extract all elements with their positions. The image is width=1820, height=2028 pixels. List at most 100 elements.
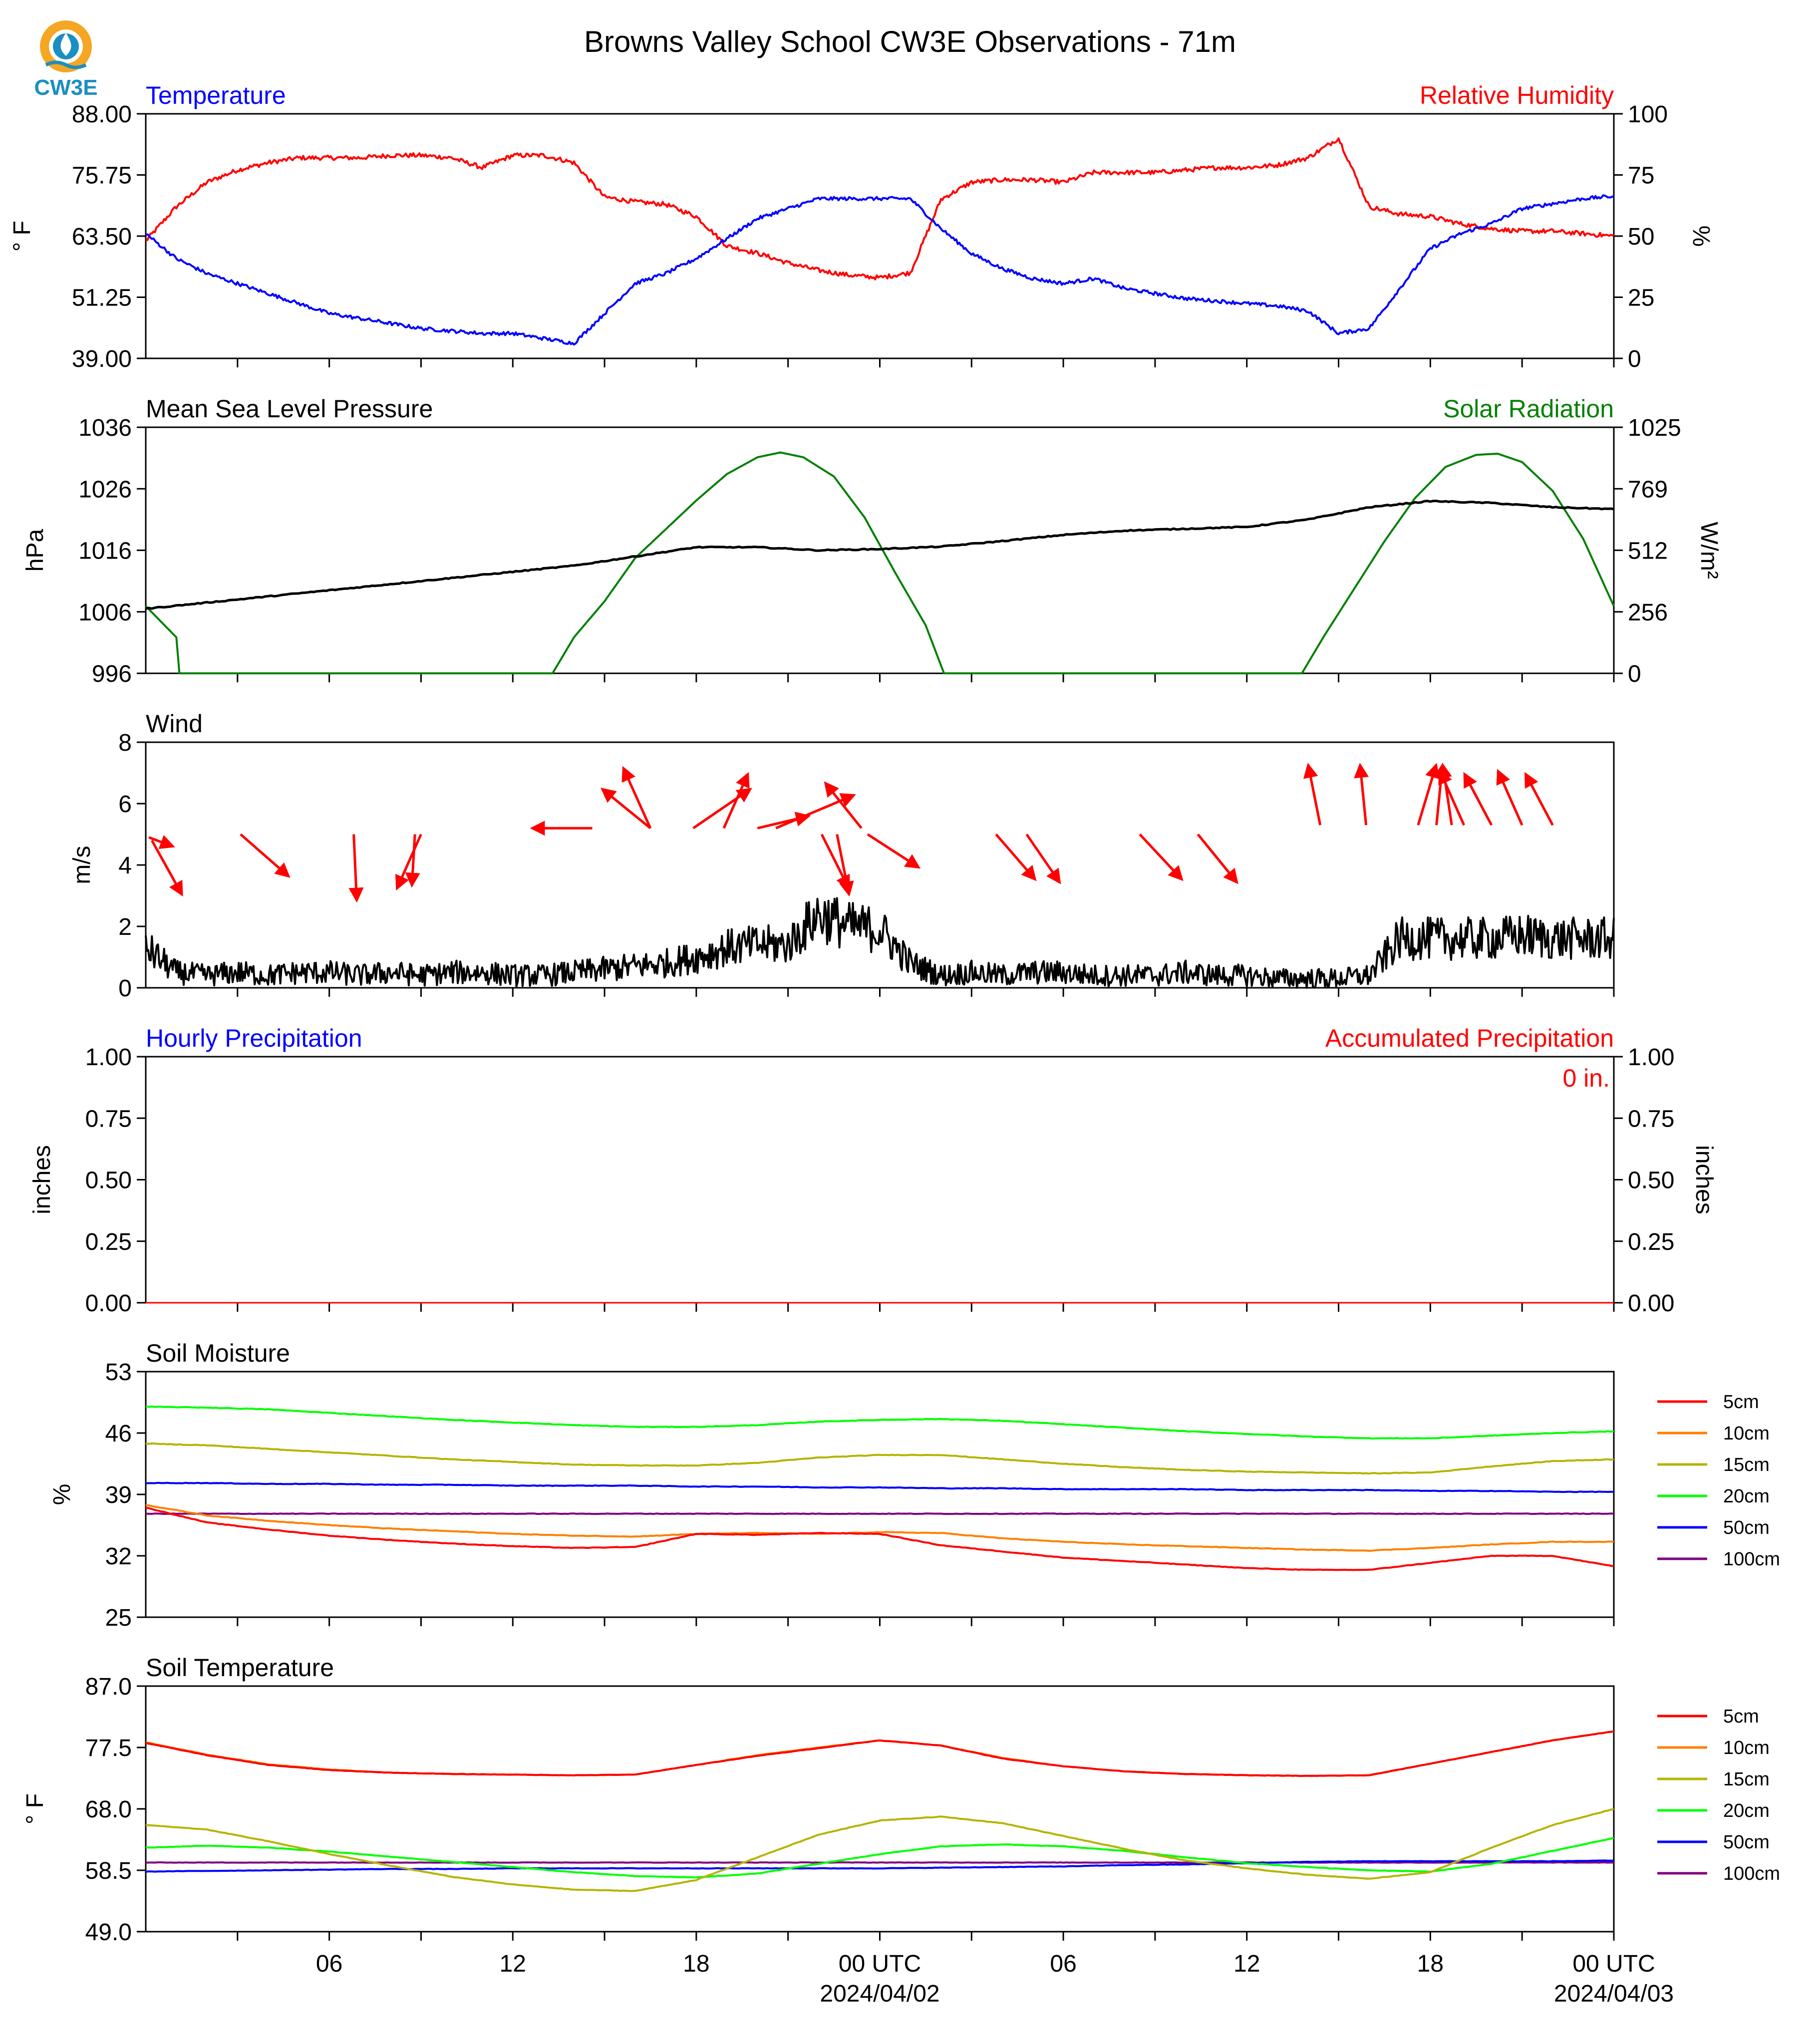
x-date-label: 2024/04/03 xyxy=(1554,1981,1674,2007)
wind-panel: Wind 0 2 4 6 8 m/s xyxy=(69,710,1615,1002)
panel-title: Mean Sea Level Pressure xyxy=(146,395,433,423)
soil-series-line xyxy=(145,1405,1614,1440)
logo-text: CW3E xyxy=(34,75,97,100)
y-tick-label: 77.5 xyxy=(85,1735,132,1761)
y-axis-label: ° F xyxy=(22,1793,48,1824)
y-tick-label: 87.0 xyxy=(85,1674,132,1700)
wind-vector-arrow xyxy=(240,833,291,878)
y-tick-label-right: 75 xyxy=(1628,163,1654,189)
wind-vector-arrow xyxy=(867,833,921,869)
soil-series-line xyxy=(145,1808,1614,1892)
y-tick-label: 39 xyxy=(105,1482,132,1508)
y-tick-label: 1006 xyxy=(78,599,132,626)
legend-label: 10cm xyxy=(1723,1423,1770,1444)
y-axis-label: inches xyxy=(29,1145,55,1214)
y-axis-label: hPa xyxy=(22,529,48,572)
y-tick-label-right: 0 xyxy=(1628,346,1641,372)
wind-vector-arrow xyxy=(405,834,420,888)
y-tick-label: 63.50 xyxy=(72,224,132,250)
y-tick-label: 996 xyxy=(92,661,132,687)
panel-title: Soil Temperature xyxy=(146,1654,334,1682)
y-tick-label: 0.50 xyxy=(85,1167,132,1194)
legend-label: 15cm xyxy=(1723,1769,1770,1790)
x-tick-label: 00 UTC xyxy=(839,1951,921,1977)
soil-moisture-panel: Soil Moisture 25 32 39 46 53% 5cm 10cm 15cm 20cm 5… xyxy=(49,1339,1780,1631)
y-tick-label-right: 0.75 xyxy=(1628,1106,1674,1132)
time-axis: 06 12 18 00 UTC 2024/04/02 06 12 18 00 UTC 2024/0… xyxy=(316,1951,1674,2007)
y-tick-label: 46 xyxy=(105,1421,132,1447)
y-tick-label: 49.0 xyxy=(85,1919,132,1946)
x-tick-label: 18 xyxy=(1417,1951,1444,1977)
wind-vector-arrow xyxy=(824,781,863,829)
legend-label: 100cm xyxy=(1723,1549,1780,1570)
temperature-line xyxy=(145,194,1614,346)
y-tick-label: 88.00 xyxy=(72,101,132,128)
wind-vector-arrow xyxy=(1496,769,1523,826)
y-axis-label: % xyxy=(49,1484,75,1505)
wind-vector-arrow xyxy=(820,834,850,890)
y-tick-label: 25 xyxy=(105,1605,132,1631)
x-tick-label: 06 xyxy=(316,1951,342,1977)
y-tick-label: 0.00 xyxy=(85,1290,132,1317)
wind-vector-arrow xyxy=(601,788,651,830)
legend-label: 5cm xyxy=(1723,1706,1759,1727)
soil-series-line xyxy=(145,1837,1614,1879)
y-axis-label-right: % xyxy=(1688,226,1714,247)
wind-vector-arrow xyxy=(621,766,652,829)
y-tick-label-right: 0 xyxy=(1628,661,1641,687)
soil-series-line xyxy=(145,1859,1614,1873)
y-tick-label-right: 512 xyxy=(1628,538,1668,565)
y-tick-label: 8 xyxy=(118,730,132,756)
panel-title: Temperature xyxy=(146,81,286,109)
x-tick-label: 12 xyxy=(500,1951,526,1977)
legend-label: 10cm xyxy=(1723,1738,1770,1758)
humidity-line xyxy=(145,137,1614,281)
soil-series-line xyxy=(145,1442,1614,1475)
panel-title: Hourly Precipitation xyxy=(146,1024,362,1052)
y-tick-label: 4 xyxy=(118,853,132,879)
soil-series-line xyxy=(145,1861,1614,1864)
x-tick-label: 06 xyxy=(1050,1951,1076,1977)
panel-title: Wind xyxy=(146,710,203,738)
pressure-solar-panel: Mean Sea Level Pressure Solar Radiation 99… xyxy=(22,395,1722,687)
legend-label: 20cm xyxy=(1723,1800,1770,1821)
y-tick-label-right: 769 xyxy=(1628,476,1668,503)
x-tick-label: 00 UTC xyxy=(1572,1951,1655,1977)
y-axis-label-right: W/m² xyxy=(1696,522,1722,579)
legend-label: 100cm xyxy=(1723,1863,1780,1884)
soil-temperature-panel: Soil Temperature 49.0 58.5 68.0 77.5 87.0 ° F 5… xyxy=(22,1654,1780,1946)
wind-vector-arrow xyxy=(348,834,364,903)
temperature-humidity-panel: Temperature Relative Humidity 39.00 51.25 63… xyxy=(9,81,1714,372)
y-tick-label: 1.00 xyxy=(85,1044,132,1071)
y-tick-label-right: 1.00 xyxy=(1628,1044,1674,1071)
soil-series-line xyxy=(145,1481,1614,1493)
y-tick-label: 58.5 xyxy=(85,1858,132,1884)
precip-total-annotation: 0 in. xyxy=(1562,1064,1610,1092)
y-tick-label-right: 0.25 xyxy=(1628,1229,1674,1255)
wind-vector-arrow xyxy=(1524,772,1554,826)
y-tick-label-right: 256 xyxy=(1628,599,1668,626)
y-tick-label: 51.25 xyxy=(72,285,132,311)
x-tick-label: 12 xyxy=(1233,1951,1260,1977)
x-tick-label: 18 xyxy=(683,1951,709,1977)
y-tick-label: 1036 xyxy=(78,415,132,441)
y-tick-label: 2 xyxy=(118,914,132,940)
wind-vector-arrow xyxy=(1139,833,1184,881)
wind-vector-arrow xyxy=(836,834,854,897)
figure-title: Browns Valley School CW3E Observations -… xyxy=(584,25,1236,58)
legend-label: 5cm xyxy=(1723,1392,1759,1413)
wind-vector-arrow xyxy=(1197,833,1238,884)
wind-vector-arrow xyxy=(1463,772,1493,826)
y-axis-label: m/s xyxy=(69,846,95,884)
y-tick-label-right: 0.00 xyxy=(1628,1290,1674,1317)
panel-title: Soil Moisture xyxy=(146,1339,290,1367)
wind-speed-line xyxy=(145,897,1615,989)
y-tick-label: 39.00 xyxy=(72,346,132,372)
soil-series-line xyxy=(145,1504,1614,1552)
wind-vector-arrow xyxy=(995,833,1037,881)
y-tick-label: 68.0 xyxy=(85,1796,132,1823)
y-tick-label: 53 xyxy=(105,1359,132,1386)
wind-vector-arrow xyxy=(1438,769,1466,826)
y-tick-label-right: 100 xyxy=(1628,101,1668,128)
